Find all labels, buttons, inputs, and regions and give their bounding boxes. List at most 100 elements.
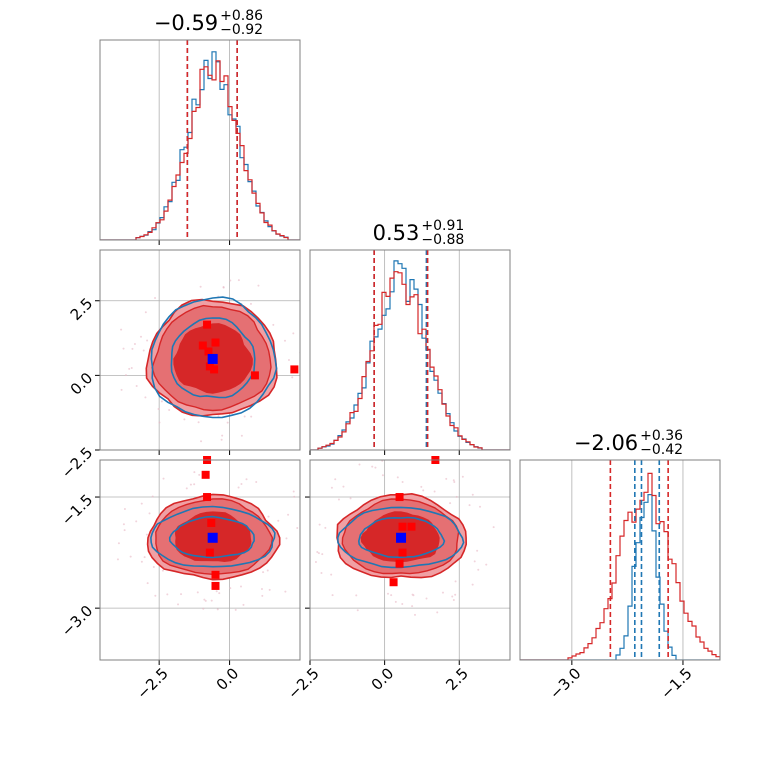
sample-dot [452, 599, 455, 602]
red-sample-marker [398, 548, 407, 557]
sample-dot [330, 486, 333, 489]
sample-dot [401, 480, 404, 483]
sample-dot [291, 376, 294, 379]
sample-dot [198, 473, 201, 476]
sample-dot [307, 509, 309, 511]
sample-dot [196, 591, 199, 594]
sample-dot [133, 342, 136, 345]
sample-dot [237, 486, 240, 489]
axes-frame [99, 39, 301, 241]
y-tick-label-1-1: 0.0 [67, 369, 97, 399]
red-sample-marker [211, 570, 220, 579]
sample-dot [433, 490, 436, 493]
red-sample-marker [395, 493, 404, 502]
sample-dot [471, 583, 474, 586]
sample-dot [411, 605, 414, 608]
histogram-blue [310, 260, 510, 450]
sample-dot [234, 608, 237, 611]
red-sample-marker [290, 365, 299, 374]
red-sample-marker [407, 522, 416, 531]
sample-dot [152, 565, 155, 568]
sample-dot [158, 421, 161, 424]
sample-dot [422, 489, 425, 492]
title-lower-error-1: −0.88 [421, 232, 464, 248]
sample-dot [358, 463, 361, 466]
sample-dot [268, 588, 271, 591]
red-sample-marker [398, 522, 407, 531]
panel-title-1: 0.53 [373, 221, 420, 245]
sample-dot [145, 533, 148, 536]
sample-dot [166, 593, 169, 596]
sample-dot [387, 592, 390, 595]
red-sample-marker [207, 518, 216, 527]
sample-dot [154, 296, 157, 299]
contour-blue-outer [336, 506, 465, 569]
axes-frame [519, 459, 721, 661]
sample-dot [146, 339, 149, 342]
sample-dot [452, 479, 455, 482]
sample-dot [243, 415, 246, 418]
histograms-1 [310, 250, 510, 450]
sample-dot [349, 497, 352, 500]
sample-dot [296, 527, 299, 530]
contour-blue-inner [170, 317, 256, 399]
sample-dot [151, 495, 154, 498]
red-sample-marker [203, 493, 212, 502]
sample-dot [142, 349, 145, 352]
sample-dot [220, 438, 223, 441]
histograms-0 [100, 40, 300, 240]
axes-2-2 [520, 460, 720, 665]
sample-dot [202, 607, 205, 610]
sample-dot [180, 593, 183, 596]
sample-dot [240, 482, 243, 485]
sample-dot [287, 359, 290, 362]
sample-dot [455, 495, 458, 498]
sample-dot [266, 569, 269, 572]
red-sample-marker [203, 320, 212, 329]
red-sample-marker [205, 548, 214, 557]
sample-dot [318, 523, 321, 526]
axes-frame [309, 249, 511, 451]
sample-dot [148, 512, 151, 515]
sample-dot [204, 599, 207, 602]
histograms-2 [520, 460, 720, 660]
sample-dot [277, 519, 280, 522]
sample-dot [260, 587, 263, 590]
sample-dot [255, 481, 258, 484]
histogram-blue [520, 494, 720, 660]
truth-marker [207, 353, 218, 364]
sample-dot [292, 490, 295, 493]
sample-dot [161, 569, 164, 572]
sample-dot [451, 595, 454, 598]
sample-dot [261, 594, 264, 597]
sample-dot [203, 598, 206, 601]
sample-dot [139, 335, 142, 338]
sample-dot [374, 466, 377, 469]
sample-dot [425, 597, 428, 600]
contour-blue-inner [357, 516, 446, 558]
sample-dot [168, 409, 171, 412]
sample-dot [321, 553, 324, 556]
title-lower-error-2: −0.42 [640, 442, 683, 458]
sample-dot [314, 561, 317, 564]
y-tick-label-1-2: 2.5 [67, 294, 97, 324]
contour-blue-outer [150, 296, 278, 419]
sample-dot [413, 613, 416, 616]
red-sample-marker [211, 338, 220, 347]
sample-dot [320, 572, 323, 575]
sample-dot [222, 286, 225, 289]
panel-title-2: −2.06 [574, 431, 638, 455]
sample-dot [245, 478, 248, 481]
sample-dot [123, 529, 126, 532]
sample-dot [221, 434, 224, 437]
contour-blue-outer [150, 505, 276, 568]
sample-dot [128, 367, 131, 370]
x-tick-label-1-0: −2.5 [284, 664, 322, 702]
sample-dot [301, 538, 303, 540]
sample-dot [239, 585, 242, 588]
sample-dot [199, 285, 202, 288]
sample-dot [154, 594, 157, 597]
sample-dot [293, 495, 296, 498]
sample-dot [477, 568, 480, 571]
